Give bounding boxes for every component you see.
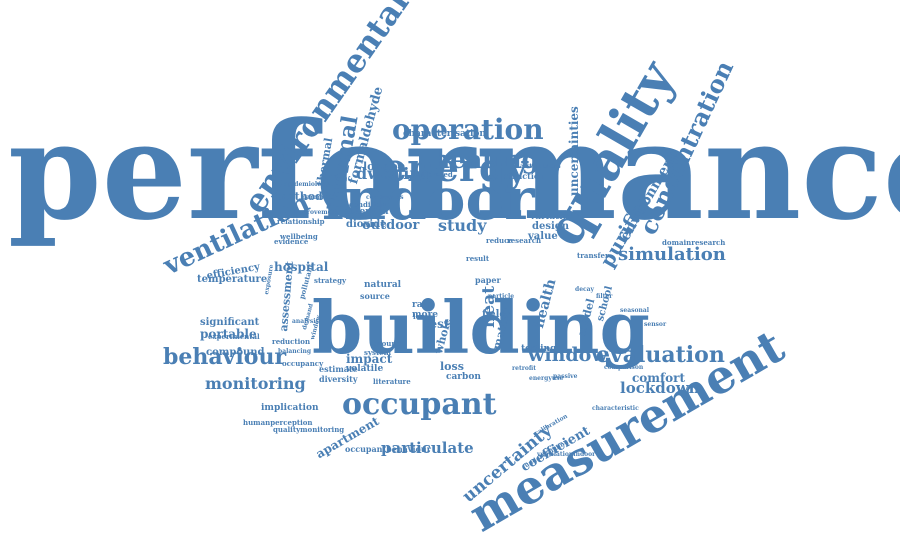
word-experimental: experimental bbox=[208, 332, 260, 341]
word-passive: passive bbox=[553, 373, 578, 380]
word-transfer: transfer bbox=[577, 251, 609, 260]
word-continuous: continuous bbox=[366, 194, 404, 201]
word-more: more bbox=[412, 310, 438, 320]
word-source: source bbox=[360, 291, 390, 301]
word-simulation: simulation bbox=[618, 244, 726, 265]
word-natural: natural bbox=[364, 280, 402, 290]
word-construction: construction bbox=[488, 171, 546, 181]
word-evidence: evidence bbox=[274, 237, 309, 246]
word-domainresearch: domainresearch bbox=[662, 238, 726, 247]
word-retrofit: retrofit bbox=[512, 365, 537, 372]
word-system: system bbox=[364, 348, 392, 357]
word-test: test bbox=[424, 317, 450, 331]
word-relationship: relationship bbox=[277, 217, 325, 226]
word-calibrated: calibrated bbox=[413, 170, 453, 179]
word-energyuse: energyuse bbox=[529, 375, 564, 382]
word-field: field bbox=[482, 309, 507, 320]
word-paper: paper bbox=[475, 275, 501, 285]
word-literature: literature bbox=[373, 377, 411, 386]
word-ground: ground bbox=[373, 339, 402, 348]
word-comfort: comfort bbox=[632, 371, 686, 385]
word-study: study bbox=[438, 216, 487, 235]
word-variation: variation bbox=[530, 212, 576, 222]
word-performance: performance bbox=[8, 92, 900, 250]
word-monitoring: monitoring bbox=[205, 374, 306, 393]
word-portable: portable bbox=[200, 327, 257, 341]
word-method: method bbox=[276, 190, 323, 203]
word-impact: impact bbox=[346, 352, 393, 366]
word-hospital: hospital bbox=[274, 260, 329, 274]
word-filter: filter bbox=[596, 293, 613, 300]
word-decay: decay bbox=[575, 286, 595, 293]
word-occupantbehaviour: occupantbehaviour bbox=[345, 444, 431, 454]
word-strategy: strategy bbox=[314, 276, 347, 285]
word-dioxide: dioxide bbox=[346, 219, 387, 230]
word-building: building bbox=[312, 285, 650, 370]
word-wellbeing: wellbeing bbox=[280, 232, 318, 241]
word-volatile: volatile bbox=[346, 364, 384, 374]
word-occupancy: occupancy bbox=[282, 359, 324, 368]
word-airtightness: airtightness bbox=[520, 163, 561, 170]
word-improvement: improvement bbox=[294, 209, 339, 216]
word-analysis: analysis bbox=[292, 318, 319, 325]
word-humanperception: humanperception bbox=[243, 418, 313, 427]
word-estimate: estimate bbox=[319, 364, 358, 374]
word-operation: operation bbox=[392, 113, 544, 146]
word-reduce: reduce bbox=[486, 236, 513, 245]
word-loss: loss bbox=[440, 360, 464, 373]
word-london: london bbox=[363, 160, 406, 173]
word-implication: implication bbox=[261, 403, 319, 413]
word-energy: energy bbox=[383, 145, 528, 190]
word-uncertainties: uncertainties bbox=[567, 106, 581, 196]
word-value: value bbox=[528, 231, 558, 242]
word-research: research bbox=[507, 236, 542, 245]
word-condition: condition bbox=[349, 200, 387, 209]
word-potential: potential bbox=[343, 207, 389, 217]
word-temperature: temperature bbox=[197, 274, 268, 285]
word-exposure: exposure bbox=[263, 263, 276, 296]
word-lockdown: lockdown bbox=[620, 379, 700, 397]
word-epidemiology: epidemiology bbox=[284, 181, 329, 188]
word-qualitymonitoring: qualitymonitoring bbox=[273, 425, 345, 434]
word-particulate: particulate bbox=[381, 439, 474, 457]
word-rate: rate bbox=[412, 300, 433, 310]
word-outdoor: outdoor bbox=[362, 218, 420, 233]
word-design: design bbox=[532, 221, 570, 232]
word-dwelling: dwelling bbox=[356, 164, 433, 183]
word-occupant: occupant bbox=[342, 387, 497, 422]
word-window: window bbox=[528, 344, 608, 366]
word-characteristic: characteristic bbox=[592, 405, 639, 412]
word-particle: particle bbox=[488, 293, 515, 300]
word-evaluation: evaluation bbox=[596, 342, 725, 368]
word-balancing: balancing bbox=[278, 348, 312, 355]
word-characterisation: characterisation bbox=[403, 129, 486, 139]
word-compound: compound bbox=[206, 347, 265, 358]
word-indoor: indoor bbox=[322, 165, 535, 233]
word-behaviour: behaviour bbox=[163, 344, 287, 370]
word-diversity: diversity bbox=[319, 374, 358, 384]
word-ventilationindoor: ventilationindoor bbox=[537, 451, 596, 458]
word-significant: significant bbox=[200, 317, 260, 328]
word-comparison: comparison bbox=[604, 364, 644, 371]
word-reduction: reduction bbox=[272, 337, 311, 346]
word-sensor: sensor bbox=[644, 321, 667, 328]
word-testing: testing bbox=[521, 344, 557, 354]
word-parameter: parameter bbox=[302, 194, 338, 201]
word-heating: heating bbox=[432, 145, 539, 174]
word-carbon: carbon bbox=[446, 372, 481, 382]
word-level: level bbox=[413, 312, 432, 321]
word-seasonal: seasonal bbox=[620, 307, 649, 314]
word-result: result bbox=[466, 254, 490, 263]
